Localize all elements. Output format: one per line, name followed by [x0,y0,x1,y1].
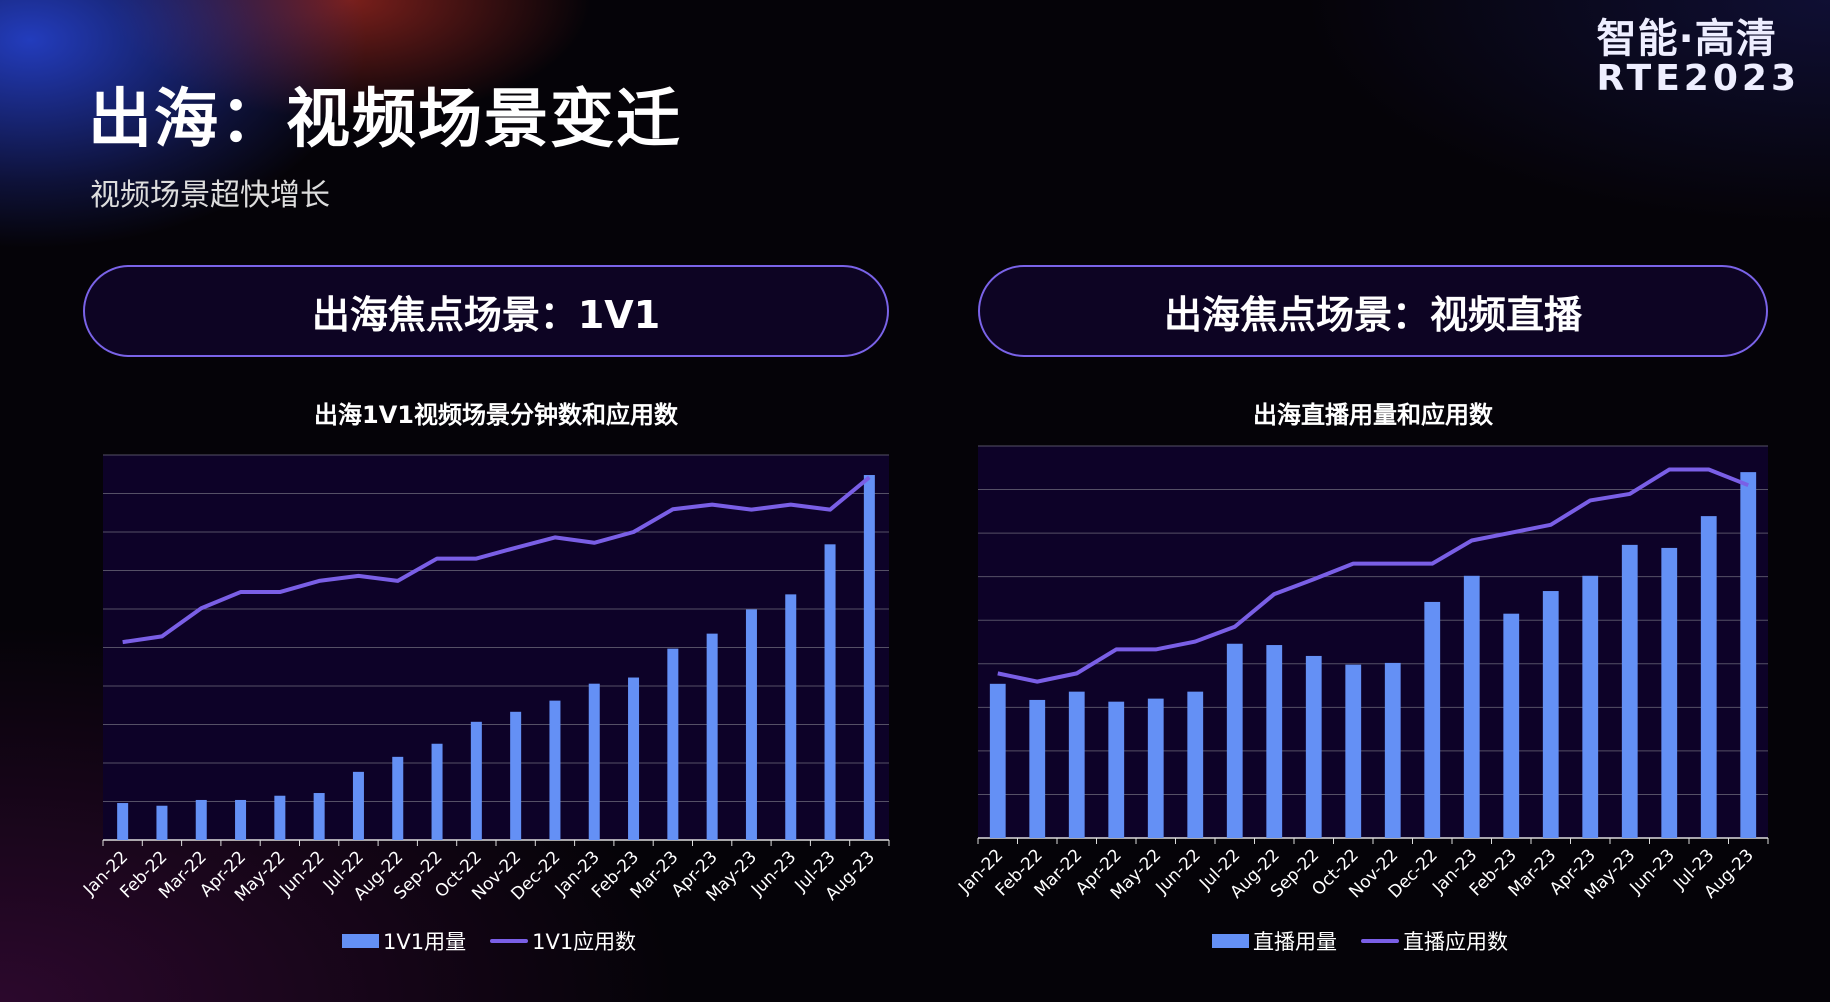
bar-Dec-22 [1424,601,1441,838]
bar-Mar-23 [1542,591,1559,838]
legend-item-line: 1V1应用数 [490,926,636,956]
legend-label: 直播应用数 [1403,930,1508,954]
legend-item-bar: 直播用量 [1212,926,1337,956]
bar-May-22 [1147,698,1164,838]
series-line [997,467,1749,684]
chart-title-1v1: 出海1V1视频场景分钟数和应用数 [314,401,678,429]
legend-label: 直播用量 [1253,930,1337,954]
series-line [122,475,871,645]
bar-Mar-23 [667,648,679,840]
bar-Dec-22 [549,700,561,840]
bar-Jun-23 [785,594,797,840]
bar-Nov-22 [510,711,522,840]
x-tick-label: Jun-22 [1152,845,1205,898]
legend-item-bar: 1V1用量 [342,926,466,956]
bar-May-23 [1621,544,1638,838]
bar-Mar-22 [195,799,207,840]
bar-Jun-22 [313,793,325,840]
rte2023-logo: 智能·高清 RTE2023 [1597,18,1800,98]
line-swatch-icon [490,939,529,943]
bar-May-23 [745,609,757,840]
bar-Aug-23 [863,475,875,840]
bar-Feb-23 [628,677,640,840]
page-subtitle: 视频场景超快增长 [90,178,330,213]
line-swatch-icon [1361,939,1399,943]
bar-Jan-22 [117,803,129,840]
bar-Jul-22 [352,771,364,840]
bar-Feb-22 [1029,699,1046,838]
plot-area [978,446,1768,838]
bar-Jan-22 [989,683,1006,838]
bar-Oct-22 [470,721,482,840]
bar-Sep-22 [1305,655,1322,838]
bar-Aug-22 [392,756,404,840]
bar-Apr-23 [1582,575,1599,838]
bar-Apr-22 [235,799,247,840]
page-title: 出海：视频场景变迁 [88,83,682,157]
bar-Nov-22 [1384,662,1401,838]
legend-item-line: 直播应用数 [1361,926,1508,956]
bar-Apr-22 [1108,701,1125,838]
legend-label: 1V1用量 [383,930,467,954]
bar-swatch-icon [1212,934,1249,948]
bar-Jul-23 [824,544,836,840]
bar-Feb-23 [1503,613,1520,838]
x-tick-label: Jun-23 [1626,845,1679,898]
bar-Oct-22 [1345,664,1362,838]
bar-Sep-22 [431,743,443,840]
bar-Jul-23 [1700,516,1717,838]
bar-Apr-23 [706,633,718,840]
logo-line1: 智能·高清 [1596,16,1777,62]
legend-live: 直播用量 直播应用数 [1212,926,1508,956]
panel-heading-live: 出海焦点场景：视频直播 [978,265,1768,357]
legend-label: 1V1应用数 [532,930,637,954]
bar-Jul-22 [1226,643,1243,838]
bar-Jan-23 [588,683,600,840]
bar-Jun-22 [1187,691,1204,838]
bar-swatch-icon [342,934,379,948]
bar-Jan-23 [1463,575,1480,838]
legend-1v1: 1V1用量 1V1应用数 [342,926,636,956]
bar-May-22 [274,795,286,840]
bar-Feb-22 [156,805,168,840]
bar-Aug-23 [1740,472,1757,838]
chart-title-live: 出海直播用量和应用数 [1253,401,1493,429]
panel-heading-1v1: 出海焦点场景：1V1 [83,265,889,357]
bar-Aug-22 [1266,645,1283,838]
bar-Jun-23 [1661,547,1678,838]
bar-Mar-22 [1068,691,1085,838]
logo-line2: RTE2023 [1596,58,1800,99]
